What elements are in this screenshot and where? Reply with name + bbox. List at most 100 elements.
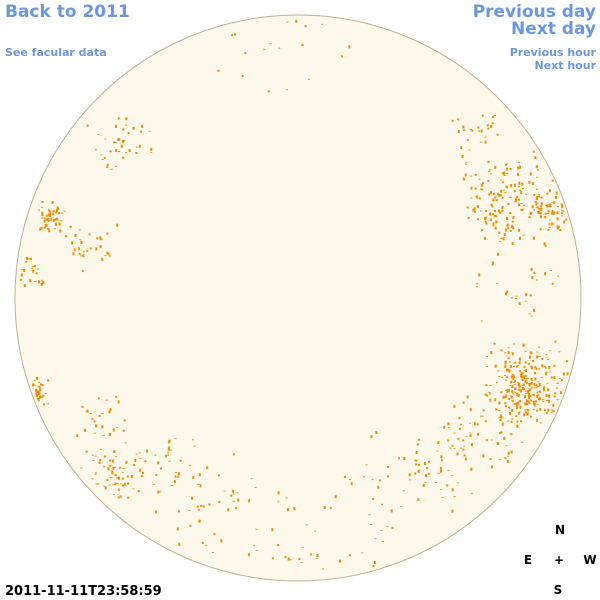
facula-dot xyxy=(514,383,517,385)
facula-dot xyxy=(55,222,57,226)
facula-dot xyxy=(482,454,485,458)
facula-dot xyxy=(200,504,203,507)
facula-dot xyxy=(505,379,508,381)
facula-dot xyxy=(168,460,171,462)
facula-dot xyxy=(31,266,34,268)
facula-dot xyxy=(562,372,565,376)
facula-dot xyxy=(542,400,545,402)
facula-dot xyxy=(516,424,519,428)
facula-dot xyxy=(464,173,467,177)
facula-dot xyxy=(35,392,38,395)
facula-dot xyxy=(544,215,546,217)
facula-dot xyxy=(440,488,443,490)
facula-dot xyxy=(474,187,477,190)
facula-dot xyxy=(529,355,531,359)
facula-dot xyxy=(504,360,507,362)
previous-day-link[interactable]: Previous day xyxy=(473,2,596,22)
facula-dot xyxy=(236,492,239,494)
facula-dot xyxy=(543,386,546,390)
facula-dot xyxy=(484,217,487,221)
facula-dot xyxy=(106,163,109,166)
facula-dot xyxy=(548,399,551,403)
facula-dot xyxy=(526,403,528,406)
facula-dot xyxy=(543,408,546,411)
facula-dot xyxy=(339,559,341,563)
facula-dot xyxy=(553,395,556,398)
facula-dot xyxy=(135,453,138,455)
next-day-link[interactable]: Next day xyxy=(511,19,596,39)
facula-dot xyxy=(53,228,56,230)
facula-dot xyxy=(232,453,235,456)
facula-dot xyxy=(518,189,521,191)
facula-dot xyxy=(511,374,514,378)
facula-dot xyxy=(537,346,540,348)
next-hour-link[interactable]: Next hour xyxy=(535,59,597,72)
facula-dot xyxy=(504,365,507,369)
facula-dot xyxy=(453,432,456,434)
facula-dot xyxy=(495,199,498,202)
facula-dot xyxy=(428,460,430,463)
facula-dot xyxy=(485,439,488,442)
facula-dot xyxy=(513,382,516,383)
facula-dot xyxy=(178,542,181,546)
facula-dot xyxy=(534,400,537,403)
facula-dot xyxy=(498,376,501,377)
facula-dot xyxy=(47,213,50,215)
facula-dot xyxy=(463,445,466,447)
facula-dot xyxy=(508,369,511,373)
facula-dot xyxy=(532,408,535,410)
facula-dot xyxy=(117,488,120,491)
facula-dot xyxy=(213,533,216,536)
facula-dot xyxy=(63,210,66,212)
facula-dot xyxy=(51,200,54,204)
facula-dot xyxy=(531,276,534,279)
facula-dot xyxy=(503,436,506,440)
facula-dot xyxy=(398,457,400,460)
facula-dot xyxy=(520,203,523,205)
facula-dot xyxy=(493,115,496,117)
facula-dot xyxy=(501,172,504,175)
facula-dot xyxy=(518,161,521,163)
facula-dot xyxy=(466,138,469,141)
facula-dot xyxy=(114,142,117,143)
facula-dot xyxy=(111,459,114,463)
facula-dot xyxy=(122,141,125,144)
facula-dot xyxy=(138,452,141,454)
facula-dot xyxy=(254,487,257,488)
facula-dot xyxy=(115,456,118,458)
facula-dot xyxy=(175,472,177,473)
facula-dot xyxy=(315,557,318,559)
facula-dot xyxy=(517,173,519,177)
facula-dot xyxy=(378,479,381,482)
facula-dot xyxy=(462,177,465,181)
facula-dot xyxy=(38,390,41,392)
facula-dot xyxy=(146,449,149,453)
facula-dot xyxy=(94,472,97,474)
facula-dot xyxy=(434,482,437,483)
facula-dot xyxy=(477,432,480,436)
facula-dot xyxy=(167,450,170,452)
facula-dot xyxy=(125,460,128,464)
facula-dot xyxy=(477,218,479,221)
facula-dot xyxy=(555,195,557,199)
facula-dot xyxy=(532,182,534,186)
facula-dot xyxy=(509,196,512,198)
facula-dot xyxy=(514,361,517,364)
facula-dot xyxy=(504,457,507,460)
facula-dot xyxy=(548,366,551,369)
facula-dot xyxy=(519,236,521,240)
facula-dot xyxy=(43,219,46,223)
facula-dot xyxy=(111,472,114,475)
facula-dot xyxy=(126,475,129,478)
facula-dot xyxy=(497,370,500,372)
facula-dot xyxy=(525,411,528,414)
facula-dot xyxy=(247,499,250,503)
facula-dot xyxy=(490,351,493,354)
facula-dot xyxy=(528,180,531,184)
facula-dot xyxy=(80,241,83,244)
facular-link[interactable]: See facular data xyxy=(5,46,107,59)
back-link[interactable]: Back to 2011 xyxy=(5,2,130,22)
previous-hour-link[interactable]: Previous hour xyxy=(510,46,597,59)
facula-dot xyxy=(81,405,84,408)
